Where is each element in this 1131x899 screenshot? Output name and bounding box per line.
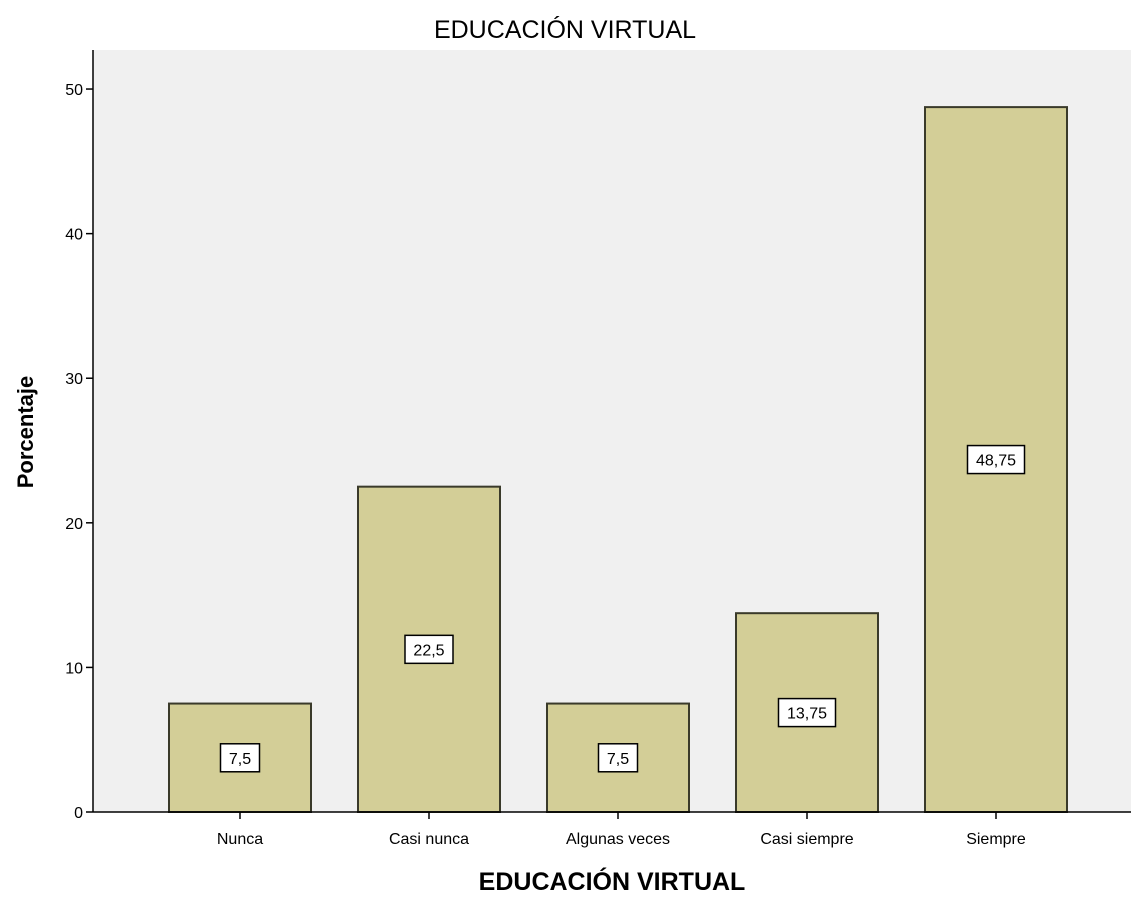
data-label-0: 7,5 <box>229 751 251 768</box>
data-label-box-3 <box>777 697 837 728</box>
x-tick-label-3: Casi siempre <box>760 831 853 848</box>
data-label-box-4 <box>966 444 1026 475</box>
data-label-2: 7,5 <box>607 751 629 768</box>
x-tick-label-2: Algunas veces <box>566 831 670 848</box>
y-tick-label-2: 20 <box>65 516 83 533</box>
chart-title: EDUCACIÓN VIRTUAL <box>434 15 696 44</box>
y-tick-label-3: 30 <box>65 371 83 388</box>
data-labels-layer: 7,5 22,5 7,5 13,75 48,75 <box>219 444 1026 773</box>
data-label-1: 22,5 <box>413 642 444 659</box>
axes-layer: Nunca Casi nunca Algunas veces Casi siempre… <box>65 50 1131 848</box>
data-label-box-2 <box>597 743 639 773</box>
y-tick-label-1: 10 <box>65 660 83 677</box>
x-axis-title: EDUCACIÓN VIRTUAL <box>479 866 746 894</box>
data-label-box-1 <box>404 634 454 665</box>
x-tick-label-0: Nunca <box>217 831 263 848</box>
y-tick-label-4: 40 <box>65 227 83 244</box>
y-tick-label-0: 0 <box>74 805 83 822</box>
data-label-4: 48,75 <box>976 453 1016 470</box>
x-tick-label-1: Casi nunca <box>389 831 469 848</box>
y-axis-title: Porcentaje <box>13 376 38 489</box>
y-tick-label-5: 50 <box>65 82 83 99</box>
x-tick-label-4: Siempre <box>966 831 1026 848</box>
data-label-box-0 <box>219 743 261 773</box>
data-label-3: 13,75 <box>787 706 827 723</box>
